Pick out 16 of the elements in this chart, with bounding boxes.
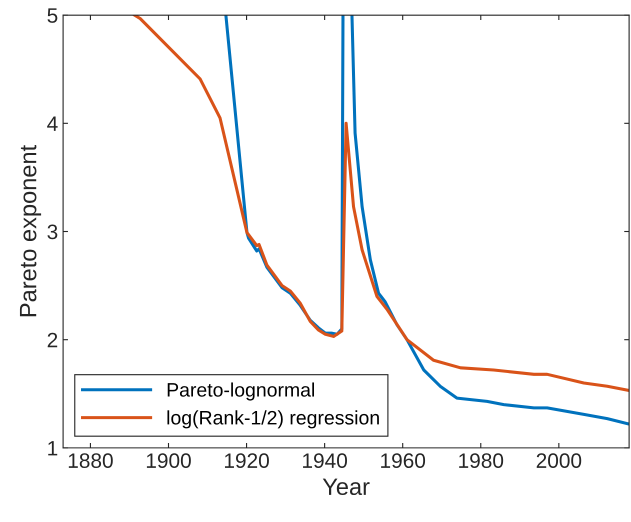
y-tick-label: 4 bbox=[47, 116, 58, 131]
x-axis-title: Year bbox=[322, 478, 370, 496]
x-tick-label: 1960 bbox=[381, 453, 426, 468]
x-tick-label: 1900 bbox=[146, 453, 191, 468]
legend-label: log(Rank-1/2) regression bbox=[167, 410, 379, 428]
y-tick-label: 2 bbox=[48, 332, 58, 348]
x-tick-label: 1880 bbox=[68, 453, 113, 468]
y-tick-label: 5 bbox=[47, 8, 58, 23]
x-tick-label: 1940 bbox=[303, 453, 347, 468]
legend-label: Pareto-lognormal bbox=[168, 382, 314, 401]
x-tick-label: 1920 bbox=[224, 453, 269, 468]
x-tick-label: 1980 bbox=[459, 453, 504, 468]
y-tick-label: 1 bbox=[48, 441, 58, 456]
y-tick-label: 3 bbox=[47, 224, 58, 240]
y-axis-title: Pareto exponent bbox=[20, 145, 42, 316]
x-tick-label: 2000 bbox=[536, 453, 582, 468]
